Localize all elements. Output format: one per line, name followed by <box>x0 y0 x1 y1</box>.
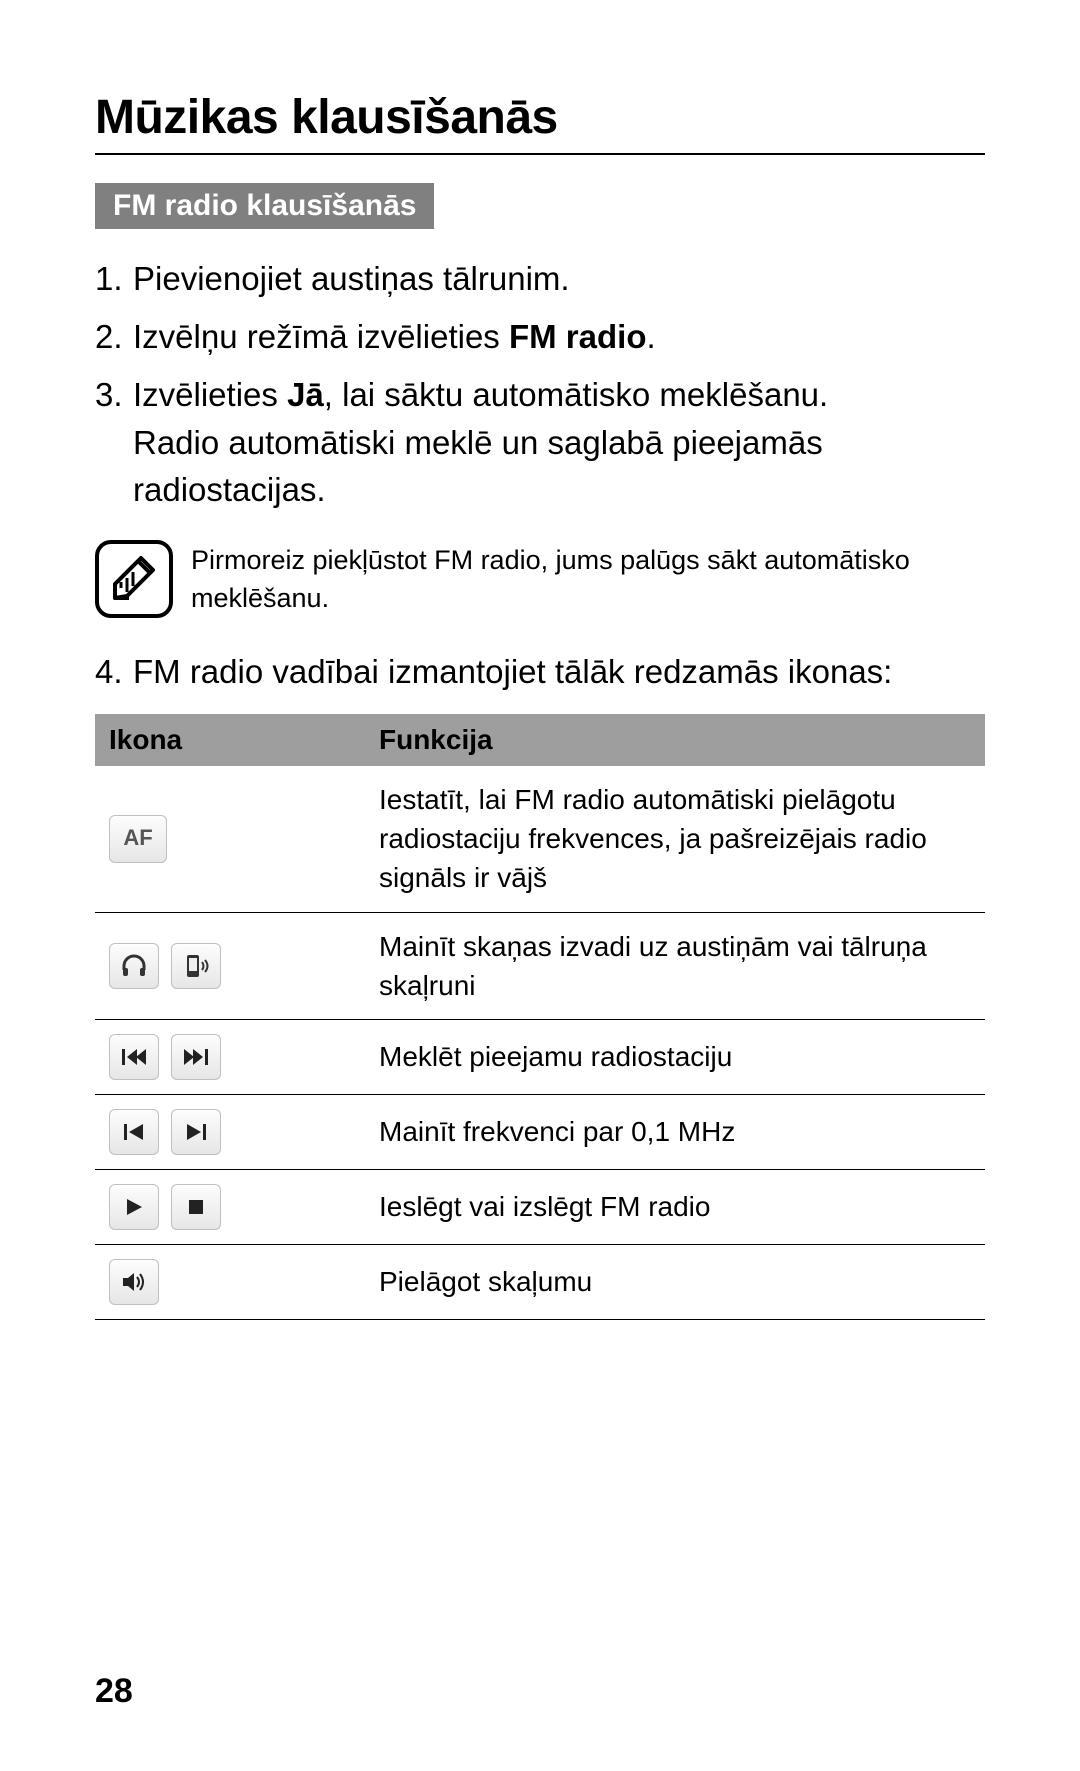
function-cell: Mainīt frekvenci par 0,1 MHz <box>365 1095 985 1170</box>
seek-next-icon <box>171 1034 221 1080</box>
text: Izvēlņu režīmā izvēlieties <box>133 318 509 355</box>
page-number: 28 <box>95 1672 133 1711</box>
step-number: 4. <box>95 648 133 696</box>
table-row: AF Iestatīt, lai FM radio automātiski pi… <box>95 766 985 912</box>
step-text: Izvēlieties Jā, lai sāktu automātisko me… <box>133 371 985 515</box>
icon-cell <box>95 1095 365 1170</box>
step-1: 1. Pievienojiet austiņas tālrunim. <box>95 255 985 303</box>
function-cell: Pielāgot skaļumu <box>365 1245 985 1320</box>
bold-text: Jā <box>287 376 324 413</box>
note-icon <box>95 540 173 618</box>
table-row: Pielāgot skaļumu <box>95 1245 985 1320</box>
icon-cell <box>95 912 365 1019</box>
step-next-icon <box>171 1109 221 1155</box>
steps-list: 1. Pievienojiet austiņas tālrunim. 2. Iz… <box>95 255 985 514</box>
icon-cell <box>95 1245 365 1320</box>
step-3: 3. Izvēlieties Jā, lai sāktu automātisko… <box>95 371 985 515</box>
text: . <box>646 318 655 355</box>
step-number: 3. <box>95 371 133 515</box>
af-button-icon: AF <box>109 815 167 863</box>
function-cell: Mainīt skaņas izvadi uz austiņām vai tāl… <box>365 912 985 1019</box>
table-header: Funkcija <box>365 714 985 766</box>
icon-cell <box>95 1170 365 1245</box>
icon-function-table: Ikona Funkcija AF Iestatīt, lai FM radio… <box>95 714 985 1320</box>
step-4: 4. FM radio vadībai izmantojiet tālāk re… <box>95 648 985 696</box>
icon-cell <box>95 1020 365 1095</box>
step-number: 2. <box>95 313 133 361</box>
table-row: Ieslēgt vai izslēgt FM radio <box>95 1170 985 1245</box>
phone-speaker-icon <box>171 943 221 989</box>
table-row: Meklēt pieejamu radiostaciju <box>95 1020 985 1095</box>
step-text: Izvēlņu režīmā izvēlieties FM radio. <box>133 313 985 361</box>
function-cell: Ieslēgt vai izslēgt FM radio <box>365 1170 985 1245</box>
function-cell: Iestatīt, lai FM radio automātiski pielā… <box>365 766 985 912</box>
headphones-icon <box>109 943 159 989</box>
table-row: Mainīt frekvenci par 0,1 MHz <box>95 1095 985 1170</box>
seek-prev-icon <box>109 1034 159 1080</box>
af-label: AF <box>123 823 152 854</box>
step-2: 2. Izvēlņu režīmā izvēlieties FM radio. <box>95 313 985 361</box>
table-header: Ikona <box>95 714 365 766</box>
stop-icon <box>171 1184 221 1230</box>
table-row: Mainīt skaņas izvadi uz austiņām vai tāl… <box>95 912 985 1019</box>
text: Izvēlieties <box>133 376 287 413</box>
play-icon <box>109 1184 159 1230</box>
text: Radio automātiski meklē un saglabā pieej… <box>133 424 823 509</box>
title-rule <box>95 153 985 155</box>
step-prev-icon <box>109 1109 159 1155</box>
icon-cell: AF <box>95 766 365 912</box>
step-text: Pievienojiet austiņas tālrunim. <box>133 255 985 303</box>
note-row: Pirmoreiz piekļūstot FM radio, jums palū… <box>95 540 985 618</box>
text: , lai sāktu automātisko meklēšanu. <box>324 376 828 413</box>
bold-text: FM radio <box>509 318 647 355</box>
step-number: 1. <box>95 255 133 303</box>
section-label: FM radio klausīšanās <box>95 183 434 229</box>
steps-list-2: 4. FM radio vadībai izmantojiet tālāk re… <box>95 648 985 696</box>
function-cell: Meklēt pieejamu radiostaciju <box>365 1020 985 1095</box>
step-text: FM radio vadībai izmantojiet tālāk redza… <box>133 648 985 696</box>
note-text: Pirmoreiz piekļūstot FM radio, jums palū… <box>191 540 985 618</box>
volume-icon <box>109 1259 159 1305</box>
page-title: Mūzikas klausīšanās <box>95 90 985 145</box>
page: Mūzikas klausīšanās FM radio klausīšanās… <box>0 0 1080 1771</box>
table-header-row: Ikona Funkcija <box>95 714 985 766</box>
